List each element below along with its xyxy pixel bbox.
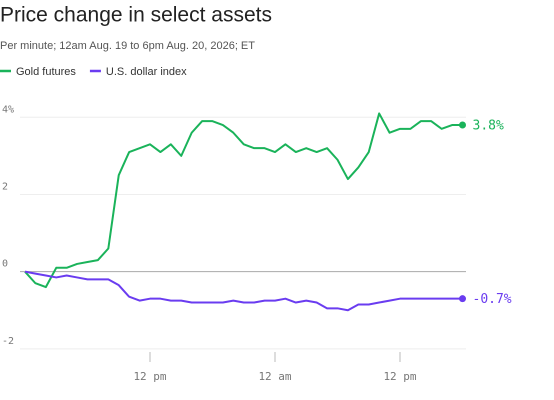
- y-tick-label: -2: [2, 336, 14, 347]
- x-tick-label: 12 pm: [133, 370, 166, 383]
- end-dot: [459, 295, 466, 303]
- value-label: -0.7%: [473, 292, 512, 307]
- chart-subtitle: Per minute; 12am Aug. 19 to 6pm Aug. 20,…: [0, 40, 255, 52]
- y-tick-label: 2: [2, 181, 8, 192]
- series-line: [24, 270, 463, 312]
- y-tick-label: 4%: [2, 104, 14, 115]
- y-tick-label: 0: [2, 259, 8, 270]
- value-label: 3.8%: [473, 119, 504, 134]
- legend-label: Gold futures: [16, 66, 76, 78]
- chart-title: Price change in select assets: [0, 4, 272, 27]
- x-tick-label: 12 pm: [383, 370, 416, 383]
- x-tick-label: 12 am: [258, 370, 291, 383]
- legend-label: U.S. dollar index: [106, 66, 187, 78]
- end-dot: [459, 121, 466, 129]
- series-line: [24, 112, 463, 289]
